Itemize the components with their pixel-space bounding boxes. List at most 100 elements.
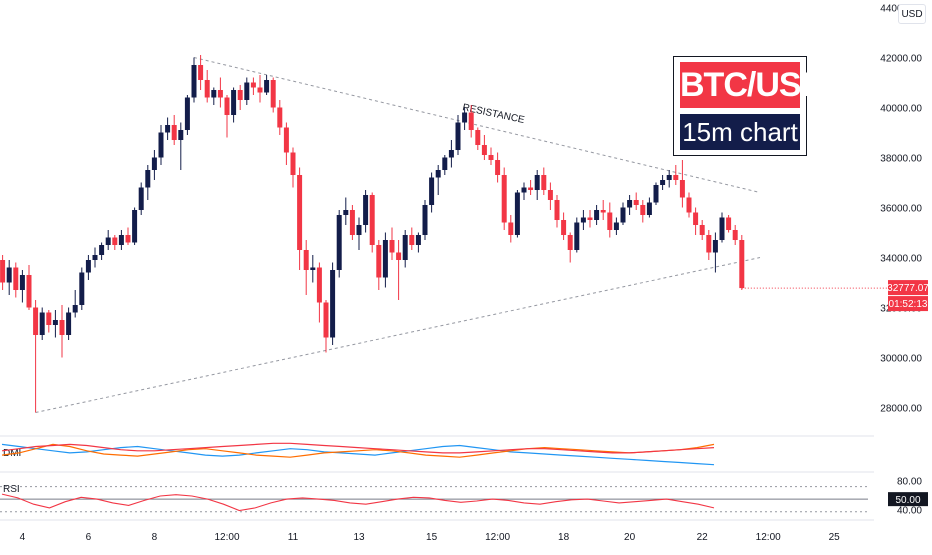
support-trendline	[35, 257, 761, 413]
candle-body	[92, 255, 98, 260]
candle-body	[646, 202, 652, 215]
candle-body	[673, 175, 679, 180]
candle-body	[732, 230, 738, 240]
price-tick-label: 28000.00	[880, 404, 922, 415]
candle-body	[26, 275, 32, 308]
candle-body	[66, 312, 72, 335]
candle-body	[112, 237, 118, 245]
candle-body	[580, 217, 586, 223]
rsi-current-label: 50.00	[895, 495, 920, 506]
candle-body	[442, 157, 448, 170]
candle-body	[72, 305, 78, 313]
x-tick-label: 15	[426, 532, 438, 543]
candle-body	[719, 217, 725, 240]
x-tick-label: 22	[697, 532, 709, 543]
candle-body	[204, 80, 210, 98]
candle-body	[666, 175, 672, 180]
candle-body	[488, 155, 494, 160]
candle-body	[508, 222, 514, 235]
candle-body	[283, 127, 289, 153]
candle-body	[277, 107, 283, 128]
x-tick-label: 12:00	[756, 532, 781, 543]
candle-body	[237, 90, 243, 100]
candle-body	[633, 200, 639, 205]
candle-body	[363, 195, 369, 225]
x-tick-label: 25	[829, 532, 841, 543]
candle-body	[270, 80, 276, 108]
candle-body	[99, 245, 105, 255]
rsi-current-tag	[888, 492, 928, 507]
candle-body	[343, 210, 349, 215]
candle-body	[739, 240, 745, 289]
candle-body	[528, 187, 534, 190]
candle-body	[178, 130, 184, 140]
candle-body	[79, 272, 85, 305]
candle-body	[52, 320, 58, 325]
timeframe-label: 15m chart	[680, 114, 800, 150]
candle-body	[303, 250, 309, 270]
candle-body	[627, 200, 633, 208]
candle-body	[85, 260, 91, 273]
price-tick-label: 40000.00	[880, 104, 922, 115]
candle-body	[257, 87, 263, 93]
candle-body	[462, 112, 468, 123]
dmi-series-line	[1, 443, 715, 466]
countdown-label: 01:52:13	[889, 299, 928, 310]
candle-body	[620, 207, 626, 223]
candle-body	[389, 240, 395, 253]
candle-body	[534, 175, 540, 190]
candle-body	[587, 217, 593, 220]
x-tick-label: 18	[558, 532, 570, 543]
x-tick-label: 8	[152, 532, 158, 543]
candle-body	[224, 97, 230, 115]
symbol-label: BTC/USD	[680, 62, 825, 108]
candle-body	[264, 80, 270, 93]
candle-body	[607, 212, 613, 230]
price-tick-label: 36000.00	[880, 204, 922, 215]
rsi-series-line	[1, 493, 715, 512]
candle-body	[541, 175, 547, 190]
x-tick-label: 12:00	[214, 532, 239, 543]
candle-body	[330, 270, 336, 338]
candle-body	[693, 212, 699, 225]
candle-body	[640, 205, 646, 215]
last-price-label: 32777.07	[887, 283, 929, 294]
candle-body	[600, 210, 606, 213]
candle-body	[501, 175, 507, 223]
candle-body	[171, 125, 177, 140]
candle-body	[409, 235, 415, 245]
candle-body	[706, 235, 712, 253]
candle-body	[145, 170, 151, 188]
candle-body	[521, 187, 527, 193]
x-tick-label: 13	[353, 532, 365, 543]
candle-body	[0, 260, 6, 283]
candle-body	[574, 222, 580, 250]
x-tick-label: 11	[288, 532, 299, 543]
candle-body	[448, 150, 454, 158]
candle-body	[211, 90, 217, 98]
candle-body	[356, 225, 362, 235]
price-tick-label: 38000.00	[880, 154, 922, 165]
candle-body	[138, 187, 144, 210]
candle-body	[481, 145, 487, 155]
candle-body	[594, 210, 600, 220]
countdown-tag	[888, 296, 928, 312]
candle-body	[429, 177, 435, 205]
candle-body	[336, 215, 342, 270]
candle-body	[244, 82, 250, 100]
currency-selector[interactable]: USD	[898, 4, 926, 24]
candle-body	[19, 275, 25, 290]
last-price-tag	[888, 280, 928, 296]
candle-body	[184, 97, 190, 130]
x-tick-label: 6	[86, 532, 92, 543]
candle-body	[323, 302, 329, 338]
candle-body	[39, 312, 45, 335]
x-tick-label: 4	[20, 532, 26, 543]
candle-body	[712, 240, 718, 253]
candle-body	[151, 157, 157, 170]
candle-body	[132, 210, 138, 243]
candle-body	[396, 252, 402, 260]
candle-body	[6, 267, 12, 283]
rsi-title: RSI	[3, 484, 20, 495]
